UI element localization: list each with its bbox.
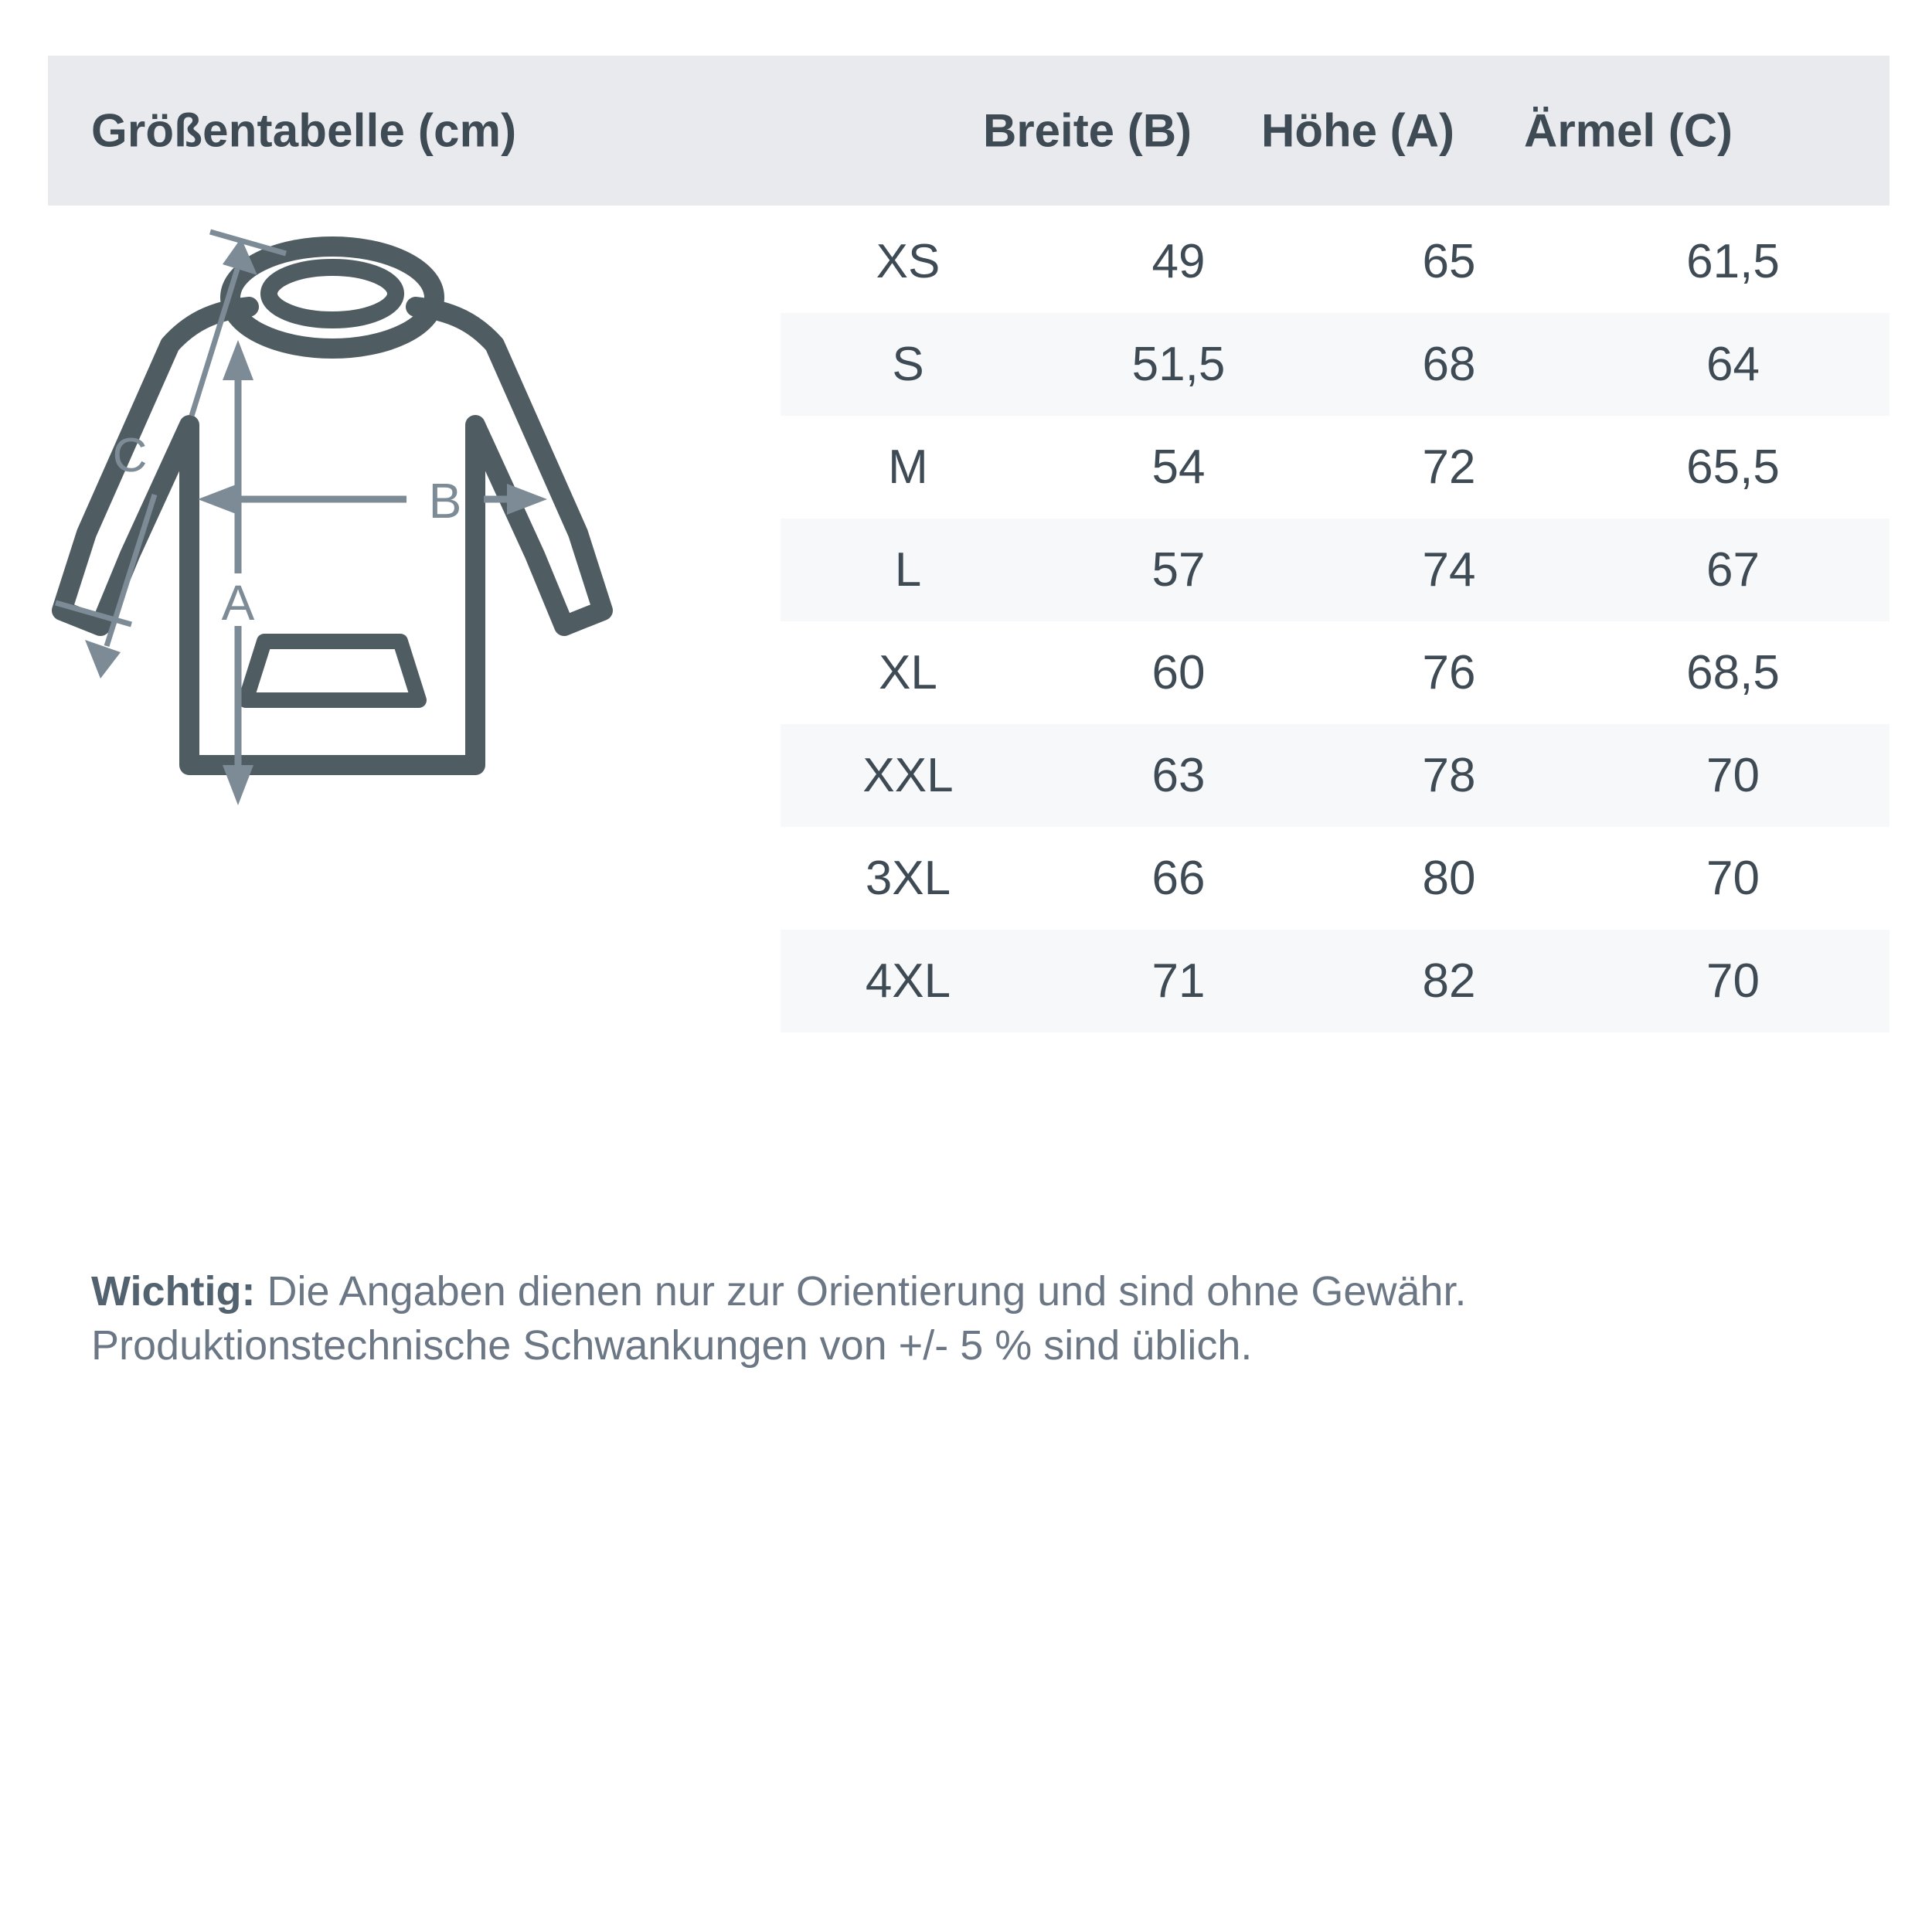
- hoodie-garment-icon: [52, 236, 613, 775]
- dimension-label-c: C: [113, 429, 148, 482]
- dimension-height-a: A: [222, 340, 255, 805]
- cell-size: XS: [876, 235, 940, 288]
- cell-size: M: [888, 440, 928, 494]
- dimension-label-a: A: [222, 575, 255, 631]
- cell-aermel: 61,5: [1686, 235, 1780, 288]
- cell-aermel: 68,5: [1686, 646, 1780, 699]
- cell-size: XL: [879, 646, 937, 699]
- cell-breite: 54: [1151, 440, 1206, 494]
- cell-aermel: 70: [1706, 954, 1760, 1008]
- table-row: 4XL 71 82 70: [781, 930, 1889, 1032]
- dimension-width-b: B: [198, 473, 547, 529]
- dimension-label-b: B: [429, 473, 462, 529]
- column-header-group: Breite (B) Höhe (A) Ärmel (C): [944, 104, 1849, 158]
- cell-hoehe: 76: [1422, 646, 1476, 699]
- cell-aermel: 67: [1706, 543, 1760, 597]
- cell-hoehe: 80: [1422, 852, 1476, 905]
- size-table-body: XS 49 65 61,5 S 51,5 68 64 M 54 72 65,5 …: [781, 210, 1889, 1032]
- cell-aermel: 70: [1706, 749, 1760, 802]
- table-row: L 57 74 67: [781, 519, 1889, 621]
- dimension-sleeve-c: C: [55, 229, 287, 679]
- cell-hoehe: 82: [1422, 954, 1476, 1008]
- column-header-aermel: Ärmel (C): [1523, 104, 1733, 157]
- column-header-breite: Breite (B): [982, 104, 1192, 157]
- cell-size: L: [894, 543, 922, 597]
- disclaimer-lead-text: Wichtig:: [91, 1268, 256, 1315]
- column-header-hoehe: Höhe (A): [1261, 104, 1454, 157]
- table-row: XL 60 76 68,5: [781, 621, 1889, 724]
- cell-hoehe: 74: [1422, 543, 1476, 597]
- cell-hoehe: 78: [1422, 749, 1476, 802]
- cell-breite: 63: [1151, 749, 1206, 802]
- table-row: S 51,5 68 64: [781, 313, 1889, 416]
- table-row: XS 49 65 61,5: [781, 210, 1889, 313]
- disclaimer-line2: Produktionstechnische Schwankungen von +…: [91, 1322, 1253, 1369]
- cell-hoehe: 65: [1422, 235, 1476, 288]
- cell-size: 3XL: [865, 852, 951, 905]
- cell-breite: 51,5: [1131, 338, 1226, 391]
- cell-size: S: [892, 338, 924, 391]
- cell-breite: 60: [1151, 646, 1206, 699]
- cell-breite: 57: [1151, 543, 1206, 597]
- cell-aermel: 64: [1706, 338, 1760, 391]
- cell-hoehe: 72: [1422, 440, 1476, 494]
- disclaimer-note: Wichtig: Die Angaben dienen nur zur Orie…: [91, 1264, 1869, 1372]
- disclaimer-line1: Die Angaben dienen nur zur Orientierung …: [255, 1268, 1467, 1315]
- cell-hoehe: 68: [1422, 338, 1476, 391]
- cell-aermel: 70: [1706, 852, 1760, 905]
- table-row: 3XL 66 80 70: [781, 827, 1889, 930]
- cell-breite: 66: [1151, 852, 1206, 905]
- cell-aermel: 65,5: [1686, 440, 1780, 494]
- size-table: XS 49 65 61,5 S 51,5 68 64 M 54 72 65,5 …: [781, 210, 1889, 1032]
- page-title: Größentabelle (cm): [91, 104, 517, 157]
- cell-breite: 71: [1151, 954, 1206, 1008]
- table-row: M 54 72 65,5: [781, 416, 1889, 519]
- cell-size: XXL: [862, 749, 954, 802]
- cell-breite: 49: [1151, 235, 1206, 288]
- cell-size: 4XL: [865, 954, 951, 1008]
- table-row: XXL 63 78 70: [781, 724, 1889, 827]
- disclaimer-lead: Wichtig:: [91, 1268, 255, 1315]
- table-header-band: Größentabelle (cm) Breite (B) Höhe (A) Ä…: [48, 56, 1889, 206]
- hoodie-illustration: C B A: [46, 224, 788, 866]
